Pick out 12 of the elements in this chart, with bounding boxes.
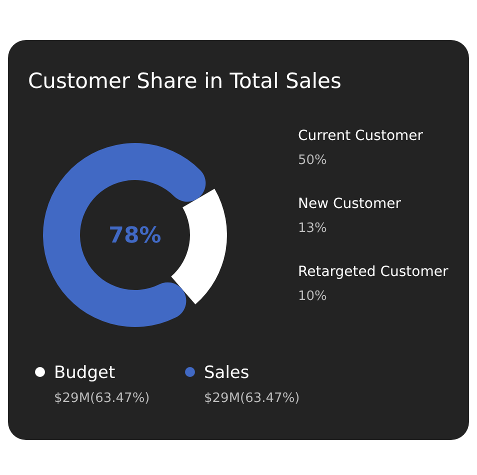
text: Retargeted Customer [298,264,448,280]
text: $29M(63.47%) [54,391,150,406]
text: 13% [298,221,327,236]
text: 10% [298,289,327,304]
text: New Customer [298,196,402,212]
chart-title: Customer Share in Total Sales [28,69,342,93]
legend-label: Budget [54,363,116,383]
data-label: 78% [108,224,162,249]
legend-label: Sales [204,363,250,383]
text: $29M(63.47%) [204,391,300,406]
text: 50% [298,153,327,168]
text: Current Customer [298,128,424,144]
